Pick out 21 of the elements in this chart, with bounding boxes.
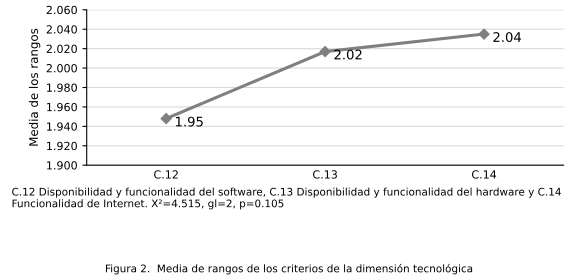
y-tick-label: 2.000 [46, 64, 77, 72]
point [160, 112, 172, 124]
x-tick-label: C.14 [472, 170, 496, 179]
data-label: 2.02 [334, 50, 362, 60]
y-tick-label: 1.940 [47, 122, 77, 131]
point [478, 28, 490, 40]
data-label: 2.04 [493, 32, 522, 42]
text: C.12 Disponibilidad y funcionalidad del software, C.13 Disponibilidad y funcionalidad del hardware y C.14 Funcionalidad de Internet. X²=4.515, gl=2, p=0.105 [12, 188, 561, 210]
y-tick-label: 1.900 [47, 161, 77, 170]
text: Figura 2. Media de rangos de los criterios de la dimensión tecnológica [106, 264, 472, 274]
y-tick-label: 2.020 [46, 44, 77, 54]
y-axis-title: Media de los rangos [28, 28, 40, 146]
y-tick-label: 2.060 [46, 6, 77, 14]
data-label: 1.95 [176, 116, 203, 127]
x-tick-label: C.12 [154, 170, 178, 179]
y-tick-label: 1.960 [47, 102, 77, 112]
y-tick-label: 1.920 [47, 142, 77, 150]
x-tick-label: C.13 [313, 170, 337, 179]
point [320, 46, 331, 58]
y-tick-label: 2.040 [46, 25, 77, 34]
y-tick-label: 1.980 [47, 83, 77, 92]
